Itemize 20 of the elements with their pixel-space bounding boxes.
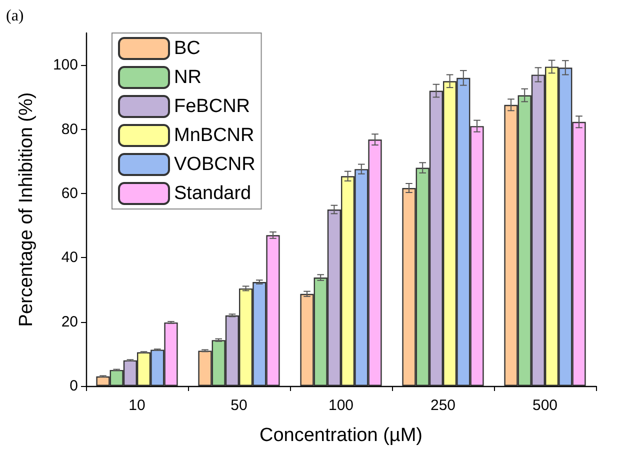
legend-label: FeBCNR bbox=[174, 96, 250, 117]
x-tick-label: 50 bbox=[230, 397, 248, 414]
legend-label: VOBCNR bbox=[174, 154, 256, 175]
y-tick-label: 0 bbox=[70, 378, 78, 394]
y-tick-label: 20 bbox=[61, 313, 78, 330]
y-tick-label: 100 bbox=[52, 56, 78, 74]
text: (a) bbox=[6, 8, 24, 24]
x-tick-label: 10 bbox=[128, 397, 146, 414]
legend-label: MnBCNR bbox=[174, 125, 254, 146]
legend-label: Standard bbox=[174, 183, 252, 204]
y-tick-label: 80 bbox=[61, 120, 78, 138]
x-axis-title: Concentration (µM) bbox=[259, 425, 423, 446]
x-tick-label: 500 bbox=[532, 397, 558, 414]
legend-label: NR bbox=[174, 67, 202, 88]
y-axis-title: Percentage of Inhibition (%) bbox=[16, 92, 37, 327]
legend-label: BC bbox=[174, 38, 200, 59]
x-tick-label: 100 bbox=[328, 397, 354, 414]
x-tick-label: 250 bbox=[430, 397, 456, 414]
y-tick-label: 60 bbox=[61, 184, 78, 202]
y-tick-label: 40 bbox=[61, 249, 78, 266]
